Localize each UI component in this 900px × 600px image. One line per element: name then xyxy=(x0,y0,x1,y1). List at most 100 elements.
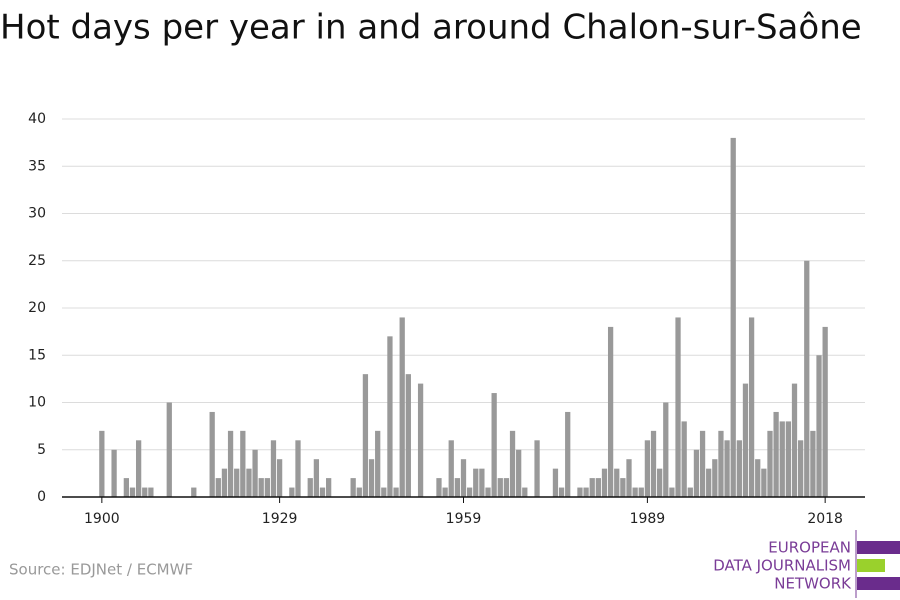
bar xyxy=(442,487,448,497)
bar xyxy=(534,440,540,497)
bar xyxy=(804,260,810,497)
bar xyxy=(356,487,362,497)
bar xyxy=(755,459,761,497)
bar xyxy=(798,440,804,497)
bar xyxy=(111,449,117,497)
bar xyxy=(191,487,197,497)
bar xyxy=(583,487,589,497)
bar xyxy=(736,440,742,497)
chart-title: Hot days per year in and around Chalon-s… xyxy=(0,8,862,48)
bar xyxy=(295,440,301,497)
bar xyxy=(687,487,693,497)
bar xyxy=(99,430,105,497)
bar xyxy=(215,478,221,497)
bar xyxy=(375,430,381,497)
bar xyxy=(497,478,503,497)
bar xyxy=(644,440,651,497)
bar xyxy=(712,459,718,497)
bar xyxy=(816,355,822,497)
bar xyxy=(466,487,473,497)
bar xyxy=(552,468,559,497)
bar xyxy=(166,402,172,497)
bar xyxy=(148,487,154,497)
bar xyxy=(387,336,393,497)
logo-bar xyxy=(857,577,900,590)
bar xyxy=(448,440,454,497)
bar xyxy=(638,487,644,497)
bar xyxy=(123,478,129,497)
bar xyxy=(773,411,779,497)
bar xyxy=(822,326,828,497)
bar xyxy=(767,430,773,497)
bar xyxy=(319,487,326,497)
bar xyxy=(234,468,240,497)
source: Source: EDJNet / ECMWF xyxy=(9,561,193,579)
bar xyxy=(589,478,595,497)
y-tick-label: 25 xyxy=(28,253,46,269)
bar xyxy=(706,468,712,497)
bar xyxy=(748,317,755,497)
bar xyxy=(785,421,792,497)
bar xyxy=(473,468,479,497)
bar xyxy=(417,383,424,497)
bar xyxy=(657,468,663,497)
bar xyxy=(810,430,816,497)
bar xyxy=(289,487,295,497)
bar xyxy=(626,459,632,497)
bar xyxy=(460,459,467,497)
logo-text: EUROPEAN xyxy=(768,539,851,557)
x-tick-label: 1989 xyxy=(630,511,666,527)
bar xyxy=(393,487,399,497)
bar xyxy=(791,383,798,497)
bar xyxy=(485,487,491,497)
y-tick-label: 10 xyxy=(28,395,46,411)
bar xyxy=(650,430,657,497)
bar xyxy=(362,374,369,497)
y-tick-label: 35 xyxy=(28,158,46,174)
bar xyxy=(595,478,601,497)
x-tick-label: 2018 xyxy=(807,511,843,527)
bar xyxy=(264,478,270,497)
bar xyxy=(307,478,313,497)
y-tick-label: 15 xyxy=(28,347,46,363)
bar xyxy=(718,430,724,497)
bar xyxy=(577,487,583,497)
bar xyxy=(135,440,142,497)
bar xyxy=(246,468,252,497)
bar xyxy=(491,393,497,497)
y-tick-label: 0 xyxy=(37,489,46,505)
bar xyxy=(675,317,681,497)
bar xyxy=(669,487,675,497)
bar xyxy=(681,421,687,497)
y-tick-label: 30 xyxy=(28,206,46,222)
bar xyxy=(730,137,736,497)
bar xyxy=(565,411,571,497)
bar xyxy=(620,478,626,497)
bar xyxy=(240,430,246,497)
logo-text: NETWORK xyxy=(774,575,852,593)
x-tick-label: 1929 xyxy=(262,511,298,527)
bar xyxy=(663,402,669,497)
bar xyxy=(326,478,332,497)
y-tick-label: 20 xyxy=(28,300,46,316)
bar xyxy=(313,459,320,497)
bar xyxy=(522,487,528,497)
bar xyxy=(381,487,387,497)
bar xyxy=(503,478,510,497)
bar xyxy=(276,459,283,497)
logo-bar xyxy=(857,541,900,554)
bar xyxy=(221,468,228,497)
bar xyxy=(454,478,461,497)
bar xyxy=(761,468,767,497)
bar xyxy=(368,459,375,497)
bar xyxy=(209,411,215,497)
logo-text: DATA JOURNALISM xyxy=(713,557,851,575)
bar xyxy=(614,468,620,497)
bar xyxy=(632,487,638,497)
x-tick-label: 1959 xyxy=(446,511,482,527)
bar xyxy=(258,478,264,497)
y-tick-label: 5 xyxy=(37,442,46,458)
bar xyxy=(693,449,700,497)
bar xyxy=(607,326,614,497)
logo: EUROPEAN DATA JOURNALISM NETWORK xyxy=(713,530,900,598)
